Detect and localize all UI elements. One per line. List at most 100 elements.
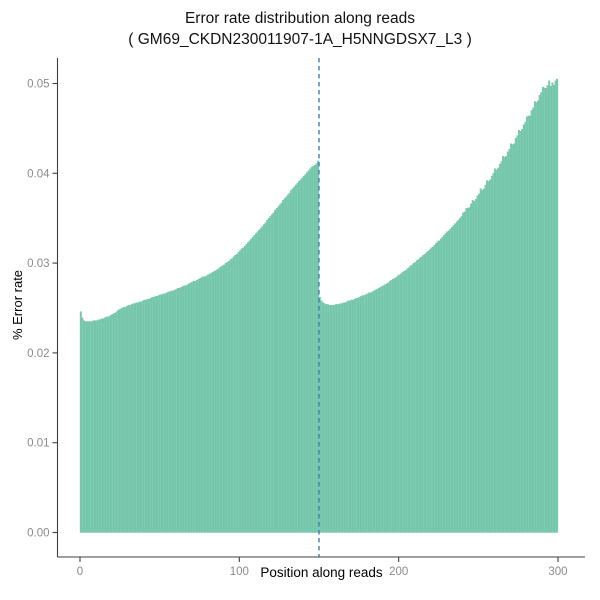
bar (251, 236, 254, 533)
bar (248, 240, 251, 533)
bar (224, 262, 227, 533)
bar (333, 305, 336, 533)
bar (181, 286, 184, 533)
bar (229, 259, 232, 533)
bar (357, 297, 359, 533)
bar (301, 177, 304, 533)
bar (137, 302, 140, 533)
bar (83, 320, 85, 533)
bar (395, 277, 398, 533)
bar (463, 211, 466, 533)
x-tick-label: 200 (389, 566, 408, 578)
bar (519, 130, 522, 533)
bar (243, 245, 246, 533)
bar (215, 270, 218, 533)
bar (119, 308, 122, 533)
bar (205, 275, 208, 533)
bar (473, 200, 476, 533)
x-axis-title: Position along reads (260, 565, 383, 580)
bar (462, 212, 465, 533)
bar (264, 222, 267, 533)
bar (118, 309, 120, 533)
bar (161, 294, 164, 533)
bar (87, 321, 90, 533)
bar (525, 116, 528, 533)
bar (553, 85, 555, 533)
bar (540, 92, 543, 533)
bar (312, 165, 315, 533)
bar (196, 280, 199, 533)
bar (245, 244, 248, 533)
bar (484, 184, 487, 533)
bar (91, 321, 93, 533)
bar (417, 259, 420, 533)
bar (474, 199, 477, 533)
bar (390, 280, 393, 533)
bar (541, 86, 544, 533)
bar (514, 138, 517, 533)
bar (358, 297, 361, 533)
bar (329, 305, 332, 533)
bar (177, 288, 179, 533)
bar (411, 264, 414, 533)
bar (387, 282, 390, 533)
bar (388, 280, 391, 533)
bar (210, 272, 213, 533)
bar (207, 274, 210, 533)
bar (121, 307, 124, 533)
bar (470, 203, 473, 533)
bar (326, 304, 329, 533)
bar (188, 283, 191, 533)
bar (183, 285, 186, 533)
bar (489, 179, 492, 533)
bar (140, 301, 143, 533)
chart-subtitle: ( GM69_CKDN230011907-1A_H5NNGDSX7_L3 ) (128, 31, 472, 48)
bar (322, 302, 324, 533)
bar (129, 305, 132, 533)
bar (271, 214, 273, 533)
bar (476, 195, 479, 533)
bar (529, 115, 532, 533)
bar (373, 290, 375, 533)
bar (543, 87, 546, 533)
bar (337, 304, 340, 533)
bar (425, 252, 428, 533)
bar (156, 296, 159, 533)
bar (97, 319, 100, 533)
bar (446, 231, 449, 533)
bar (396, 275, 399, 533)
bar (420, 256, 423, 533)
bar (116, 310, 119, 533)
bar (422, 254, 425, 533)
bar (185, 285, 187, 533)
bar (323, 303, 326, 533)
bar (368, 292, 371, 533)
bar (258, 229, 261, 533)
bar (172, 290, 175, 533)
bar (306, 172, 308, 533)
bar (500, 161, 503, 533)
bar (256, 231, 259, 533)
bar (259, 227, 262, 533)
bar (167, 291, 170, 533)
bar (478, 193, 481, 533)
bar (314, 165, 316, 533)
bar (302, 175, 305, 533)
bar (554, 80, 557, 533)
bar (535, 102, 538, 533)
bar (134, 303, 136, 533)
bar (192, 280, 195, 533)
bar (309, 168, 312, 533)
bar (401, 271, 404, 533)
bar (385, 283, 388, 533)
bar (409, 265, 412, 533)
bar (266, 219, 269, 533)
bar (310, 166, 313, 533)
bar (524, 121, 527, 533)
bar (508, 148, 511, 533)
bar (545, 87, 547, 533)
bar (404, 270, 407, 533)
bar (102, 318, 105, 533)
